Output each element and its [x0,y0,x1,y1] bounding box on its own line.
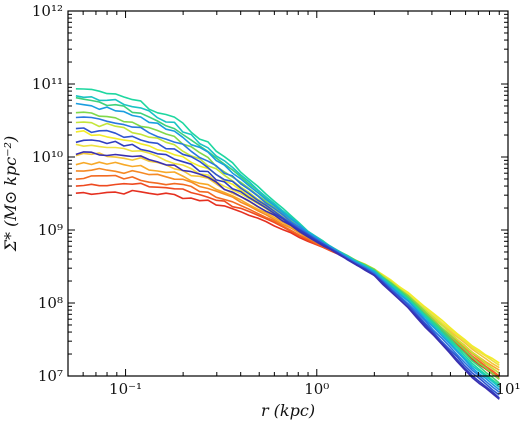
plot-frame [67,10,509,377]
axis-ticks [67,10,509,377]
series-line-16 [75,139,500,399]
series-line-11 [75,88,500,386]
y-tick-label: 10¹⁰ [32,148,63,166]
series-lines [75,88,500,400]
y-axis-title: Σ* (M⊙ kpc⁻²) [1,136,20,253]
y-tick-label: 10⁷ [38,367,63,385]
series-line-10 [75,96,500,384]
series-line-15 [75,127,500,396]
x-tick-label: 10¹ [495,380,520,398]
series-line-9 [75,111,500,380]
series-line-2 [75,174,500,377]
series-line-13 [75,102,500,391]
tick-labels: 10⁻¹ 10⁰ 10¹ 10⁷ 10⁸ 10⁹ 10¹⁰ 10¹¹ 10¹² [32,2,520,398]
y-tick-label: 10⁹ [38,221,63,239]
x-axis-title: r (kpc) [261,401,315,420]
series-line-14 [75,116,500,393]
series-line-3 [75,167,500,374]
y-tick-label: 10¹¹ [32,75,63,93]
series-line-12 [75,95,500,388]
y-tick-label: 10⁸ [38,294,63,312]
series-line-17 [75,151,500,400]
x-tick-label: 10⁻¹ [109,380,142,398]
y-tick-label: 10¹² [32,2,63,20]
x-tick-label: 10⁰ [304,380,329,398]
series-line-4 [75,161,500,371]
